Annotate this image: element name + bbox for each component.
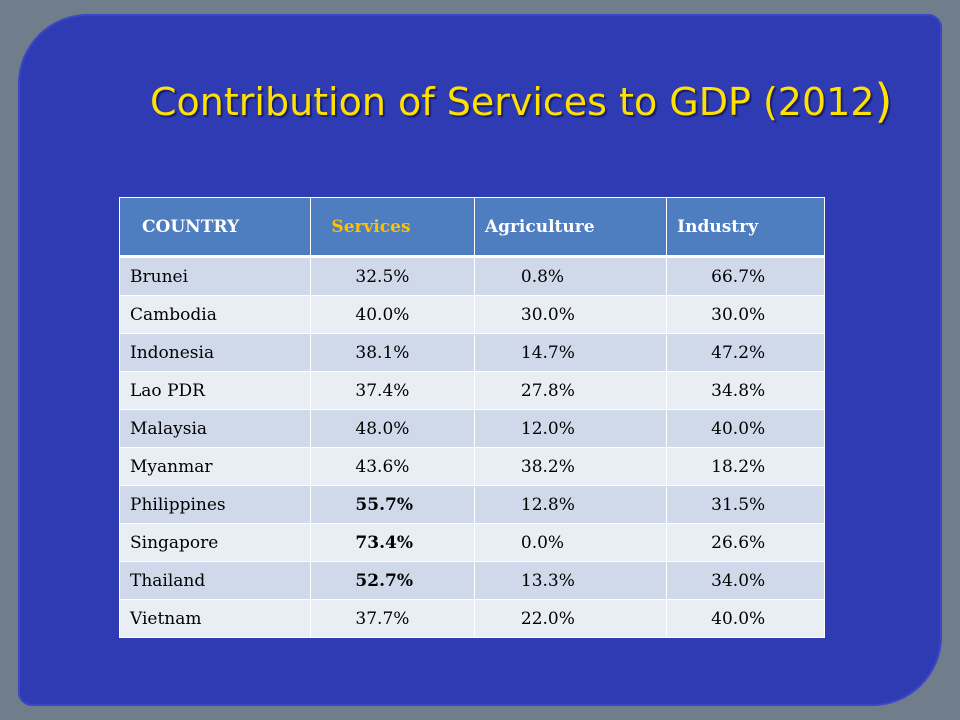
cell-agriculture: 30.0% — [473, 295, 668, 334]
cell-industry: 26.6% — [666, 523, 825, 562]
table-row: Singapore 73.4% 0.0% 26.6% — [118, 523, 825, 562]
table-row: Indonesia 38.1% 14.7% 47.2% — [118, 333, 825, 372]
table-row: Malaysia 48.0% 12.0% 40.0% — [118, 409, 825, 448]
cell-industry: 34.8% — [666, 371, 825, 410]
cell-industry: 66.7% — [666, 256, 825, 296]
cell-industry: 18.2% — [666, 447, 825, 486]
cell-country: Cambodia — [118, 295, 312, 334]
cell-industry: 47.2% — [666, 333, 825, 372]
slide-title-paren: ) — [874, 74, 893, 128]
cell-agriculture: 12.8% — [473, 485, 668, 524]
cell-services: 37.4% — [310, 371, 475, 410]
gdp-table: COUNTRY Services Agriculture Industry Br… — [118, 197, 825, 638]
cell-agriculture: 22.0% — [473, 599, 668, 638]
table-header-row: COUNTRY Services Agriculture Industry — [118, 197, 825, 258]
cell-services: 55.7% — [310, 485, 475, 524]
slide-title-text: Contribution of Services to GDP (2012 — [150, 80, 875, 124]
table-row: Lao PDR 37.4% 27.8% 34.8% — [118, 371, 825, 410]
cell-agriculture: 27.8% — [473, 371, 668, 410]
table-row: Brunei 32.5% 0.8% 66.7% — [118, 256, 825, 296]
cell-services: 52.7% — [310, 561, 475, 600]
table-row: Cambodia 40.0% 30.0% 30.0% — [118, 295, 825, 334]
cell-agriculture: 13.3% — [473, 561, 668, 600]
cell-country: Philippines — [118, 485, 312, 524]
header-industry: Industry — [666, 197, 825, 258]
cell-agriculture: 14.7% — [473, 333, 668, 372]
cell-country: Thailand — [118, 561, 312, 600]
cell-services: 37.7% — [310, 599, 475, 638]
cell-country: Myanmar — [118, 447, 312, 486]
cell-country: Brunei — [118, 256, 312, 296]
cell-services: 40.0% — [310, 295, 475, 334]
cell-industry: 30.0% — [666, 295, 825, 334]
header-country: COUNTRY — [118, 197, 312, 258]
cell-agriculture: 38.2% — [473, 447, 668, 486]
cell-industry: 40.0% — [666, 599, 825, 638]
cell-services: 48.0% — [310, 409, 475, 448]
cell-agriculture: 0.0% — [473, 523, 668, 562]
cell-agriculture: 12.0% — [473, 409, 668, 448]
cell-industry: 31.5% — [666, 485, 825, 524]
header-agriculture: Agriculture — [473, 197, 668, 258]
slide-title: Contribution of Services to GDP (2012) — [150, 72, 930, 128]
cell-industry: 40.0% — [666, 409, 825, 448]
cell-services: 32.5% — [310, 256, 475, 296]
cell-country: Indonesia — [118, 333, 312, 372]
table-row: Myanmar 43.6% 38.2% 18.2% — [118, 447, 825, 486]
table-body: Brunei 32.5% 0.8% 66.7% Cambodia 40.0% 30.0% 30… — [118, 256, 825, 638]
cell-agriculture: 0.8% — [473, 256, 668, 296]
cell-country: Malaysia — [118, 409, 312, 448]
cell-country: Singapore — [118, 523, 312, 562]
header-services: Services — [310, 197, 475, 258]
cell-industry: 34.0% — [666, 561, 825, 600]
cell-country: Vietnam — [118, 599, 312, 638]
cell-services: 43.6% — [310, 447, 475, 486]
cell-services: 38.1% — [310, 333, 475, 372]
table-row: Vietnam 37.7% 22.0% 40.0% — [118, 599, 825, 638]
cell-services: 73.4% — [310, 523, 475, 562]
table-row: Thailand 52.7% 13.3% 34.0% — [118, 561, 825, 600]
table-row: Philippines 55.7% 12.8% 31.5% — [118, 485, 825, 524]
cell-country: Lao PDR — [118, 371, 312, 410]
